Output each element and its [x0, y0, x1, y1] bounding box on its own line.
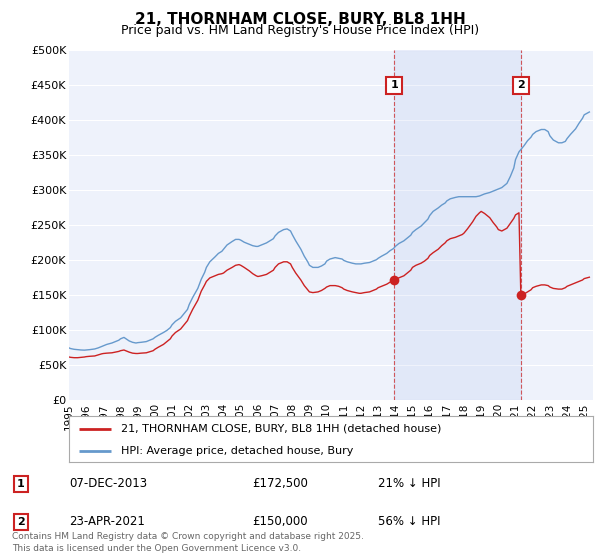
Text: 2: 2: [17, 517, 25, 527]
Text: 1: 1: [17, 479, 25, 489]
Text: Contains HM Land Registry data © Crown copyright and database right 2025.
This d: Contains HM Land Registry data © Crown c…: [12, 533, 364, 553]
Text: £150,000: £150,000: [252, 515, 308, 529]
Text: Price paid vs. HM Land Registry's House Price Index (HPI): Price paid vs. HM Land Registry's House …: [121, 24, 479, 37]
Text: £172,500: £172,500: [252, 477, 308, 491]
Bar: [394, 50, 521, 400]
Text: 1: 1: [390, 81, 398, 90]
Text: HPI: Average price, detached house, Bury: HPI: Average price, detached house, Bury: [121, 446, 354, 455]
Text: 56% ↓ HPI: 56% ↓ HPI: [378, 515, 440, 529]
Text: 23-APR-2021: 23-APR-2021: [69, 515, 145, 529]
Text: 21, THORNHAM CLOSE, BURY, BL8 1HH (detached house): 21, THORNHAM CLOSE, BURY, BL8 1HH (detac…: [121, 424, 442, 434]
Text: 21, THORNHAM CLOSE, BURY, BL8 1HH: 21, THORNHAM CLOSE, BURY, BL8 1HH: [134, 12, 466, 27]
Text: 21% ↓ HPI: 21% ↓ HPI: [378, 477, 440, 491]
Text: 07-DEC-2013: 07-DEC-2013: [69, 477, 147, 491]
Text: 2: 2: [517, 81, 525, 90]
